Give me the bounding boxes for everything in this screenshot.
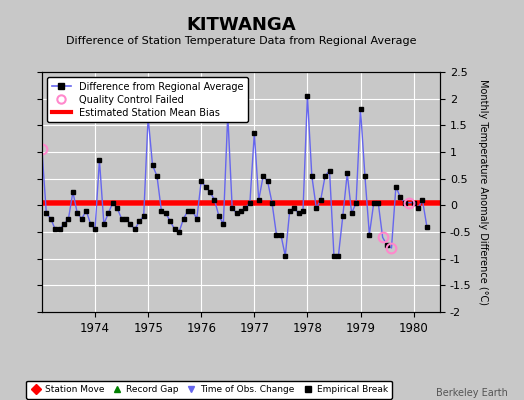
Text: Difference of Station Temperature Data from Regional Average: Difference of Station Temperature Data f…: [66, 36, 416, 46]
Legend: Station Move, Record Gap, Time of Obs. Change, Empirical Break: Station Move, Record Gap, Time of Obs. C…: [26, 381, 392, 399]
Text: Berkeley Earth: Berkeley Earth: [436, 388, 508, 398]
Y-axis label: Monthly Temperature Anomaly Difference (°C): Monthly Temperature Anomaly Difference (…: [478, 79, 488, 305]
Text: KITWANGA: KITWANGA: [186, 16, 296, 34]
